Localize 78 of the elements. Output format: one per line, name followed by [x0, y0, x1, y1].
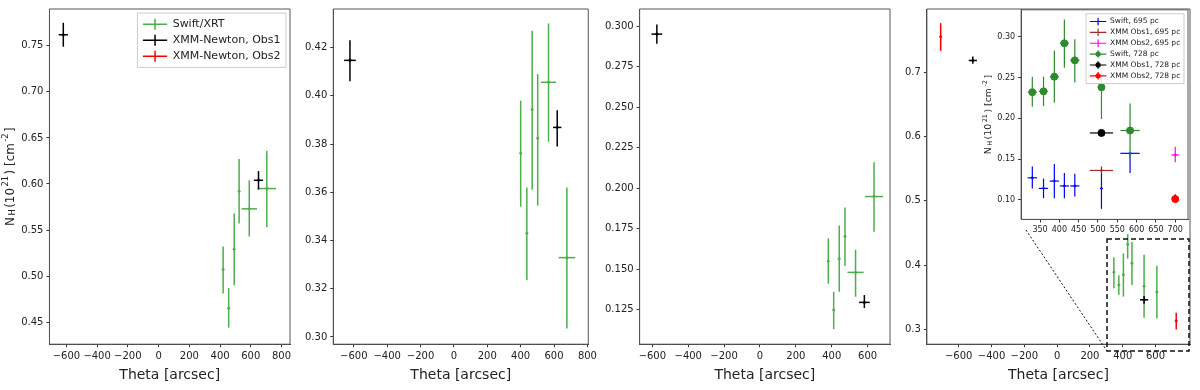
y-tick-label: 0.25 [997, 72, 1016, 82]
y-tick-label: 0.38 [305, 137, 328, 149]
x-tick-label: −600 [52, 349, 81, 361]
legend-label: Swift/XRT [172, 17, 225, 31]
y-tick-label: 0.75 [21, 39, 44, 51]
x-tick-label: 650 [1148, 225, 1164, 235]
x-tick-label: −600 [944, 349, 973, 361]
x-tick-label: 600 [544, 349, 564, 361]
x-tick-label: 200 [786, 349, 806, 361]
y-tick-label: 0.175 [604, 222, 634, 234]
legend-label: XMM-Newton, Obs2 [172, 49, 281, 63]
x-tick-label: 200 [1080, 349, 1100, 361]
x-tick-label: 500 [1090, 225, 1106, 235]
x-tick-label: −400 [83, 349, 111, 361]
y-tick-label: 0.15 [997, 154, 1016, 164]
x-tick-label: 200 [179, 349, 199, 361]
x-tick-label: 400 [210, 349, 230, 361]
y-tick-label: 0.275 [604, 60, 634, 72]
x-tick-label: −600 [340, 349, 368, 361]
y-tick-label: 0.50 [21, 269, 44, 281]
x-tick-label: −200 [710, 349, 738, 361]
x-tick-label: −200 [406, 349, 435, 361]
x-tick-label: 550 [1109, 225, 1125, 235]
legend-label: XMM-Newton, Obs1 [172, 33, 281, 47]
y-axis-title: NH(1021) [cm-2] [0, 127, 18, 226]
y-tick-label: 0.225 [604, 141, 634, 153]
x-axis-title: Theta [arcsec] [118, 366, 221, 383]
x-tick-label: 0 [155, 349, 162, 361]
x-tick-label: 350 [1032, 225, 1048, 235]
x-axis-title: Theta [arcsec] [713, 366, 816, 383]
y-tick-label: 0.32 [305, 282, 328, 294]
x-tick-label: 700 [1167, 225, 1183, 235]
y-tick-label: 0.20 [997, 113, 1016, 123]
y-tick-label: 0.65 [21, 131, 44, 143]
y-tick-label: 0.5 [905, 194, 921, 206]
x-tick-label: 600 [241, 349, 261, 361]
x-tick-label: −600 [638, 349, 667, 361]
x-axis-title: Theta [arcsec] [409, 366, 512, 383]
y-tick-label: 0.150 [604, 262, 634, 274]
x-tick-label: 400 [1113, 349, 1133, 361]
y-tick-label: 0.70 [21, 85, 44, 97]
y-tick-label: 0.55 [21, 223, 44, 235]
y-tick-label: 0.45 [21, 315, 44, 327]
x-tick-label: −200 [1010, 349, 1039, 361]
y-tick-label: 0.34 [305, 234, 328, 246]
x-axis-title: Theta [arcsec] [1007, 366, 1109, 383]
y-tick-label: 0.60 [21, 177, 44, 189]
x-tick-label: −400 [977, 349, 1006, 361]
x-tick-label: 800 [577, 349, 597, 361]
x-tick-label: 600 [1146, 349, 1166, 361]
x-tick-label: 0 [1053, 349, 1061, 361]
y-tick-label: 0.30 [997, 31, 1016, 41]
y-tick-label: 0.10 [997, 194, 1016, 204]
y-tick-label: 0.3 [905, 323, 921, 334]
x-tick-label: 0 [450, 349, 458, 361]
x-tick-label: 0 [756, 349, 764, 361]
y-tick-label: 0.200 [604, 181, 634, 193]
y-tick-label: 0.250 [604, 100, 634, 112]
x-tick-label: 600 [1128, 225, 1145, 235]
y-tick-label: 0.30 [305, 330, 328, 342]
x-tick-label: 800 [272, 349, 292, 361]
y-tick-label: 0.7 [905, 65, 921, 77]
x-tick-label: 200 [477, 349, 497, 361]
y-tick-label: 0.6 [905, 129, 921, 141]
x-tick-label: −400 [674, 349, 702, 361]
x-tick-label: −200 [114, 349, 142, 361]
y-tick-label: 0.125 [604, 303, 634, 315]
y-tick-label: 0.42 [305, 41, 328, 53]
x-tick-label: 600 [858, 349, 878, 361]
x-tick-label: 400 [1051, 225, 1067, 235]
y-tick-label: 0.4 [905, 258, 921, 270]
x-tick-label: 400 [511, 349, 531, 361]
x-tick-label: −400 [373, 349, 401, 361]
x-tick-label: 450 [1071, 225, 1087, 235]
y-tick-label: 0.40 [305, 89, 328, 101]
y-tick-label: 0.300 [604, 19, 634, 31]
x-tick-label: 400 [822, 349, 842, 361]
y-tick-label: 0.36 [305, 185, 328, 197]
